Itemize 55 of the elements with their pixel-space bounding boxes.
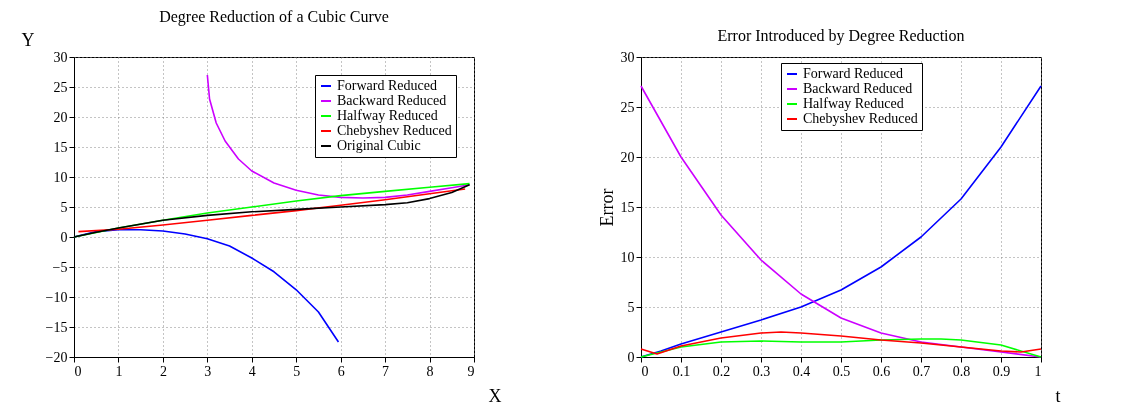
y-tick-label: −10 xyxy=(45,289,68,305)
y-tick-label: 25 xyxy=(53,79,68,95)
legend-label: Backward Reduced xyxy=(337,93,447,108)
x-tick-label: 9 xyxy=(467,363,475,379)
line-series xyxy=(206,74,471,199)
x-tick-label: 0.5 xyxy=(832,363,851,379)
x-tick-label: 6 xyxy=(337,363,345,379)
legend-label: Halfway Reduced xyxy=(337,108,438,123)
y-tick-label: 0 xyxy=(627,349,635,365)
y-tick-label: 15 xyxy=(53,139,68,155)
x-tick-label: 0.9 xyxy=(992,363,1011,379)
y-tick-label: −15 xyxy=(45,319,68,335)
legend-label: Backward Reduced xyxy=(803,81,913,96)
x-tick-label: 5 xyxy=(293,363,301,379)
y-tick-label: −5 xyxy=(52,259,68,275)
x-tick-label: 4 xyxy=(248,363,256,379)
legend-label: Halfway Reduced xyxy=(803,96,904,111)
x-tick-label: 3 xyxy=(204,363,212,379)
x-tick-label: 1 xyxy=(1034,363,1042,379)
x-tick-label: 1 xyxy=(115,363,123,379)
x-tick-label: 8 xyxy=(426,363,434,379)
x-tick-label: 0.7 xyxy=(912,363,931,379)
y-tick-label: 5 xyxy=(627,299,635,315)
y-tick-label: 20 xyxy=(620,149,635,165)
x-tick-label: 0.2 xyxy=(712,363,731,379)
y-tick-label: 15 xyxy=(620,199,635,215)
legend-label: Chebyshev Reduced xyxy=(803,111,918,126)
y-tick-label: 30 xyxy=(620,49,635,65)
y-tick-label: 0 xyxy=(60,229,68,245)
legend-label: Forward Reduced xyxy=(337,78,437,93)
legend-label: Chebyshev Reduced xyxy=(337,123,452,138)
y-axis-title: Y xyxy=(21,29,35,50)
x-tick-label: 0.3 xyxy=(752,363,771,379)
legend-label: Original Cubic xyxy=(337,138,421,153)
y-axis-title: Error xyxy=(596,188,617,227)
x-tick-label: 0.1 xyxy=(672,363,691,379)
y-tick-label: 10 xyxy=(53,169,68,185)
x-tick-label: 0.8 xyxy=(952,363,971,379)
y-tick-label: 10 xyxy=(620,249,635,265)
chart-title: Degree Reduction of a Cubic Curve xyxy=(159,8,389,26)
x-tick-label: 0 xyxy=(641,363,649,379)
x-tick-label: 7 xyxy=(382,363,390,379)
y-tick-label: 20 xyxy=(53,109,68,125)
y-tick-label: 30 xyxy=(53,49,68,65)
x-tick-label: 0.6 xyxy=(872,363,891,379)
y-tick-label: −20 xyxy=(45,349,68,365)
y-tick-label: 25 xyxy=(620,99,635,115)
chart-title: Error Introduced by Degree Reduction xyxy=(717,27,965,45)
x-tick-label: 2 xyxy=(159,363,167,379)
x-tick-label: 0 xyxy=(74,363,82,379)
y-tick-label: 5 xyxy=(60,199,68,215)
x-axis-title: X xyxy=(488,385,502,406)
x-tick-label: 0.4 xyxy=(792,363,811,379)
x-axis-title: t xyxy=(1055,385,1061,406)
legend-label: Forward Reduced xyxy=(803,66,903,81)
